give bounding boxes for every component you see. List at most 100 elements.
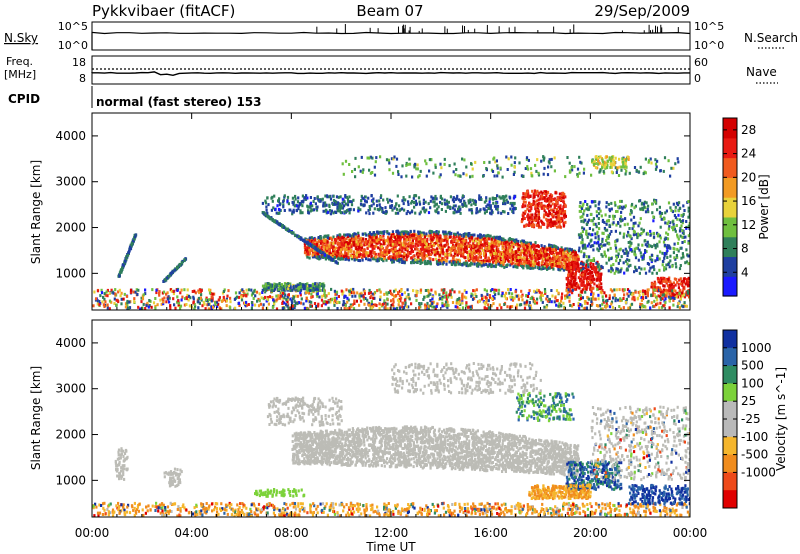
power-echo — [671, 220, 674, 224]
power-echo — [585, 265, 588, 268]
power-echo — [681, 241, 684, 244]
power-echo — [306, 252, 310, 256]
power-echo — [590, 271, 593, 274]
power-echo — [548, 247, 551, 251]
power-echo — [313, 243, 316, 247]
power-echo — [503, 265, 506, 269]
power-echo — [362, 197, 365, 201]
power-echo — [478, 254, 481, 258]
power-echo — [477, 238, 480, 242]
power-echo — [553, 257, 556, 261]
power-echo — [652, 283, 655, 287]
power-echo — [592, 265, 595, 269]
power-echo — [423, 248, 426, 252]
power-echo — [364, 297, 367, 300]
power-echo — [659, 169, 662, 173]
power-echo — [628, 227, 631, 230]
power-echo — [379, 237, 382, 241]
power-echo — [547, 214, 550, 218]
power-echo — [575, 270, 578, 274]
power-echo — [417, 255, 420, 259]
power-echo — [597, 243, 601, 247]
power-echo — [685, 248, 688, 252]
power-echo — [665, 263, 668, 267]
power-echo — [638, 221, 641, 225]
power-echo — [403, 234, 406, 238]
power-echo — [277, 212, 280, 215]
power-echo — [346, 248, 349, 251]
power-echo — [605, 201, 608, 205]
power-echo — [615, 171, 618, 174]
power-echo — [416, 252, 419, 256]
power-echo — [451, 198, 454, 202]
power-echo — [594, 155, 597, 159]
power-echo — [325, 256, 328, 260]
power-echo — [555, 225, 559, 229]
power-echo — [391, 260, 394, 264]
power-echo — [530, 251, 533, 255]
power-echo — [412, 261, 415, 265]
power-echo — [498, 240, 501, 244]
power-echo — [527, 195, 530, 199]
power-echo — [544, 257, 547, 261]
power-echo — [497, 211, 500, 215]
power-echo — [335, 211, 338, 214]
power-echo — [565, 265, 568, 269]
power-echo — [555, 199, 558, 203]
power-echo — [599, 155, 602, 159]
power-echo — [471, 251, 474, 255]
power-echo — [445, 253, 448, 257]
power-echo — [446, 256, 449, 260]
power-echo — [537, 212, 540, 216]
power-echo — [548, 158, 551, 162]
power-echo — [483, 239, 486, 243]
power-echo — [485, 241, 488, 245]
power-echo — [469, 198, 472, 202]
power-echo — [444, 252, 447, 256]
power-echo — [509, 196, 512, 200]
power-echo — [606, 228, 609, 232]
power-echo — [541, 191, 544, 195]
power-echo — [687, 280, 690, 284]
power-echo — [555, 215, 558, 219]
power-echo — [517, 239, 520, 243]
power-echo — [514, 250, 517, 254]
power-echo — [667, 159, 670, 163]
power-echo — [370, 255, 373, 259]
power-echo — [358, 238, 361, 241]
power-echo — [559, 248, 562, 251]
power-echo — [589, 274, 592, 278]
power-echo — [395, 235, 398, 239]
power-echo — [620, 199, 623, 203]
power-echo — [558, 222, 561, 226]
power-echo — [551, 213, 554, 217]
power-echo — [318, 244, 321, 248]
power-echo — [390, 233, 393, 237]
power-echo — [488, 160, 491, 164]
power-echo — [387, 235, 390, 239]
power-echo — [415, 238, 418, 242]
power-echo — [596, 277, 599, 281]
power-echo — [495, 251, 498, 255]
power-echo — [272, 206, 275, 210]
power-echo — [405, 258, 408, 262]
power-echo — [652, 286, 655, 290]
power-echo — [665, 237, 668, 241]
power-echo — [498, 250, 501, 254]
power-echo — [578, 171, 581, 175]
power-echo — [570, 274, 573, 278]
power-echo — [491, 247, 494, 251]
power-echo — [462, 172, 465, 176]
power-echo — [552, 259, 555, 263]
power-echo — [662, 284, 665, 288]
power-echo — [502, 245, 505, 249]
power-echo — [488, 197, 491, 201]
power-echo — [609, 246, 612, 250]
power-echo — [441, 250, 444, 254]
power-echo — [338, 209, 342, 213]
power-echo — [616, 167, 619, 171]
power-echo — [368, 231, 372, 235]
power-echo — [446, 205, 449, 209]
power-echo — [343, 233, 346, 237]
power-echo — [585, 255, 588, 259]
